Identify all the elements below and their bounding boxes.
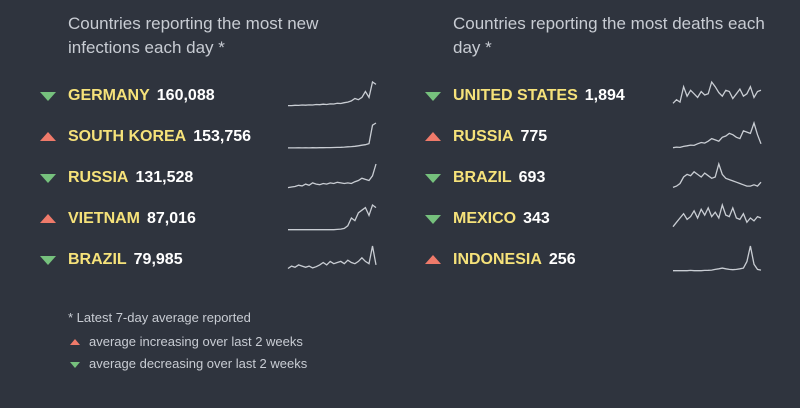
country-value: 256 xyxy=(548,251,576,268)
legend-note: * Latest 7-day average reported xyxy=(68,310,251,325)
sparkline xyxy=(287,163,377,189)
country-name: INDONESIA xyxy=(453,251,542,268)
up-triangle-icon xyxy=(70,339,80,345)
sparkline xyxy=(672,120,762,149)
sparkline-path xyxy=(672,161,762,189)
country-name: UNITED STATES xyxy=(453,87,578,104)
down-triangle-icon xyxy=(40,256,56,265)
country-value: 160,088 xyxy=(156,87,215,104)
sparkline xyxy=(288,203,377,231)
down-triangle-icon xyxy=(425,92,441,101)
sparkline xyxy=(288,122,377,149)
infections-row: RUSSIA 131,528 xyxy=(68,166,193,190)
country-name: RUSSIA xyxy=(453,128,514,145)
sparkline xyxy=(672,202,762,228)
deaths-row: RUSSIA 775 xyxy=(453,125,547,149)
up-triangle-icon xyxy=(40,132,56,141)
sparkline-path xyxy=(672,120,762,149)
sparkline xyxy=(287,245,377,270)
country-value: 131,528 xyxy=(135,169,194,186)
up-triangle-icon xyxy=(425,255,441,264)
country-value: 775 xyxy=(520,128,548,145)
sparkline-path xyxy=(672,80,762,104)
sparkline-path xyxy=(287,245,377,270)
country-value: 87,016 xyxy=(147,210,196,227)
deaths-panel: Countries reporting the most deaths each… xyxy=(453,12,783,62)
down-triangle-icon xyxy=(425,215,441,224)
country-name: BRAZIL xyxy=(68,251,127,268)
sparkline xyxy=(288,80,377,107)
deaths-row: UNITED STATES 1,894 xyxy=(453,84,625,108)
sparkline-path xyxy=(673,245,762,272)
deaths-row: INDONESIA 256 xyxy=(453,248,576,272)
deaths-row: MEXICO 343 xyxy=(453,207,550,231)
down-triangle-icon xyxy=(70,362,80,368)
sparkline xyxy=(672,80,762,104)
country-name: SOUTH KOREA xyxy=(68,128,187,145)
sparkline xyxy=(673,245,762,272)
up-triangle-icon xyxy=(40,214,56,223)
sparkline xyxy=(672,161,762,189)
infections-title: Countries reporting the most new infecti… xyxy=(68,14,319,57)
legend-increasing-label: average increasing over last 2 weeks xyxy=(89,334,303,349)
country-name: VIETNAM xyxy=(68,210,140,227)
country-value: 1,894 xyxy=(584,87,625,104)
country-name: BRAZIL xyxy=(453,169,512,186)
legend-decreasing-label: average decreasing over last 2 weeks xyxy=(89,356,308,371)
down-triangle-icon xyxy=(40,92,56,101)
sparkline-path xyxy=(672,202,762,228)
infections-panel: Countries reporting the most new infecti… xyxy=(68,12,388,62)
up-triangle-icon xyxy=(425,132,441,141)
country-name: GERMANY xyxy=(68,87,150,104)
country-value: 693 xyxy=(518,169,546,186)
down-triangle-icon xyxy=(425,174,441,183)
sparkline-path xyxy=(288,122,377,149)
country-name: RUSSIA xyxy=(68,169,129,186)
deaths-row: BRAZIL 693 xyxy=(453,166,545,190)
sparkline-path xyxy=(287,163,377,189)
country-value: 79,985 xyxy=(133,251,183,268)
country-value: 153,756 xyxy=(193,128,252,145)
country-name: MEXICO xyxy=(453,210,517,227)
infections-row: VIETNAM 87,016 xyxy=(68,207,196,231)
country-value: 343 xyxy=(523,210,550,227)
infections-row: GERMANY 160,088 xyxy=(68,84,215,108)
down-triangle-icon xyxy=(40,174,56,183)
sparkline-path xyxy=(288,203,377,231)
sparkline-path xyxy=(288,80,377,107)
deaths-title: Countries reporting the most deaths each… xyxy=(453,14,765,57)
infections-row: BRAZIL 79,985 xyxy=(68,248,183,272)
infections-row: SOUTH KOREA 153,756 xyxy=(68,125,251,149)
